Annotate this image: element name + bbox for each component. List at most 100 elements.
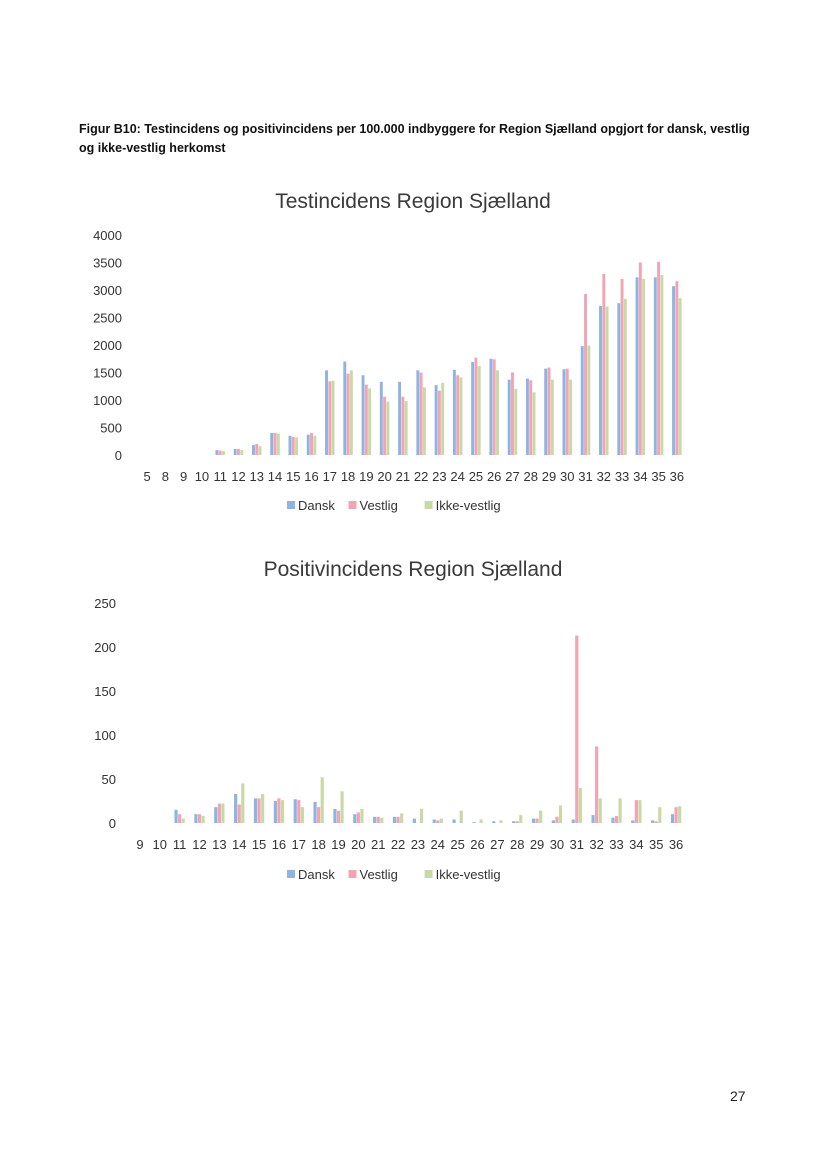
bar-vestlig <box>328 381 332 455</box>
bar-vestlig <box>346 373 350 455</box>
bar-dansk <box>361 375 365 455</box>
x-tick-label: 13 <box>249 469 263 484</box>
y-tick-label: 4000 <box>93 228 122 243</box>
bar-ikke-vestlig <box>300 807 304 823</box>
x-tick-label: 11 <box>213 469 227 484</box>
y-tick-label: 2000 <box>93 338 122 353</box>
x-tick-label: 19 <box>331 837 345 852</box>
legend-swatch <box>348 870 357 878</box>
bar-vestlig <box>657 261 661 455</box>
bar-ikke-vestlig <box>439 818 443 823</box>
bar-dansk <box>562 369 566 455</box>
bar-dansk <box>635 277 639 455</box>
bar-vestlig <box>317 807 321 823</box>
bar-ikke-vestlig <box>678 298 682 455</box>
bar-ikke-vestlig <box>514 389 518 455</box>
x-tick-label: 26 <box>470 837 484 852</box>
x-tick-label: 34 <box>633 469 647 484</box>
legend-label: Ikke-vestlig <box>436 498 501 513</box>
bar-dansk <box>525 378 529 455</box>
bar-dansk <box>452 819 456 823</box>
bar-vestlig <box>602 274 606 455</box>
bar-dansk <box>373 816 377 823</box>
x-tick-label: 21 <box>396 469 410 484</box>
bar-dansk <box>544 368 548 455</box>
bar-dansk <box>325 370 328 455</box>
x-tick-label: 15 <box>286 469 300 484</box>
bar-vestlig <box>654 821 658 823</box>
x-tick-label: 14 <box>268 469 282 484</box>
bar-dansk <box>174 809 178 823</box>
bar-dansk <box>253 798 258 823</box>
x-tick-label: 25 <box>469 469 483 484</box>
y-tick-label: 1500 <box>93 366 122 381</box>
y-tick-label: 3000 <box>93 283 122 298</box>
bar-vestlig <box>584 293 587 455</box>
y-tick-label: 1000 <box>93 393 122 408</box>
bar-dansk <box>333 808 337 823</box>
bar-vestlig <box>620 279 624 455</box>
bar-vestlig <box>474 357 478 455</box>
x-tick-label: 12 <box>192 837 206 852</box>
bar-ikke-vestlig <box>222 451 225 455</box>
bar-vestlig <box>356 812 360 823</box>
bar-dansk <box>507 379 511 455</box>
bar-ikke-vestlig <box>550 379 554 455</box>
bar-vestlig <box>218 450 222 455</box>
bar-vestlig <box>575 635 579 823</box>
bar-vestlig <box>675 281 679 455</box>
x-tick-label: 14 <box>232 837 246 852</box>
x-tick-label: 35 <box>649 837 663 852</box>
x-tick-label: 22 <box>391 837 405 852</box>
bar-dansk <box>591 815 595 823</box>
legend-swatch <box>348 501 357 509</box>
bar-dansk <box>471 362 475 455</box>
bar-ikke-vestlig <box>539 810 543 823</box>
bar-dansk <box>412 818 416 823</box>
bar-ikke-vestlig <box>320 777 324 823</box>
legend-label: Vestlig <box>360 867 398 882</box>
bar-dansk <box>288 435 292 455</box>
x-tick-label: 36 <box>670 469 684 484</box>
bar-vestlig <box>674 807 678 823</box>
x-tick-label: 30 <box>550 837 564 852</box>
x-tick-label: 30 <box>560 469 574 484</box>
bar-dansk <box>398 381 402 455</box>
bar-dansk <box>617 303 621 455</box>
bar-vestlig <box>638 262 642 455</box>
bar-dansk <box>599 305 602 455</box>
bar-vestlig <box>595 746 599 823</box>
bar-vestlig <box>614 815 619 823</box>
bar-ikke-vestlig <box>598 798 602 823</box>
bar-dansk <box>571 819 575 823</box>
bar-ikke-vestlig <box>386 401 390 455</box>
bar-dansk <box>651 820 655 823</box>
y-tick-label: 0 <box>109 816 116 831</box>
bar-vestlig <box>565 368 569 455</box>
x-tick-label: 20 <box>351 837 365 852</box>
x-tick-label: 16 <box>272 837 286 852</box>
chart-testincidens: Testincidens Region Sjælland 0 500 1000 1500… <box>0 180 827 520</box>
bar-vestlig <box>237 804 241 823</box>
y-tick-label: 100 <box>94 728 116 743</box>
x-tick-label: 29 <box>542 469 556 484</box>
bar-dansk <box>215 450 219 455</box>
bar-vestlig <box>535 818 539 823</box>
bar-vestlig <box>273 433 277 455</box>
bar-ikke-vestlig <box>400 813 404 823</box>
bar-vestlig <box>336 810 341 823</box>
chart-positivincidens: Positivincidens Region Sjælland 0 50 100 150… <box>0 550 827 890</box>
x-tick-label: 17 <box>323 469 337 484</box>
x-tick-label: 9 <box>180 469 187 484</box>
bar-dansk <box>343 361 347 455</box>
bar-dansk <box>670 814 675 823</box>
bar-vestlig <box>178 814 182 823</box>
bar-dansk <box>434 385 438 455</box>
bar-ikke-vestlig <box>587 345 591 455</box>
bar-dansk <box>306 434 310 455</box>
x-tick-label: 18 <box>341 469 355 484</box>
x-tick-label: 32 <box>589 837 603 852</box>
bar-vestlig <box>255 444 259 455</box>
chart-title: Testincidens Region Sjælland <box>275 190 551 213</box>
bar-ikke-vestlig <box>241 783 245 823</box>
